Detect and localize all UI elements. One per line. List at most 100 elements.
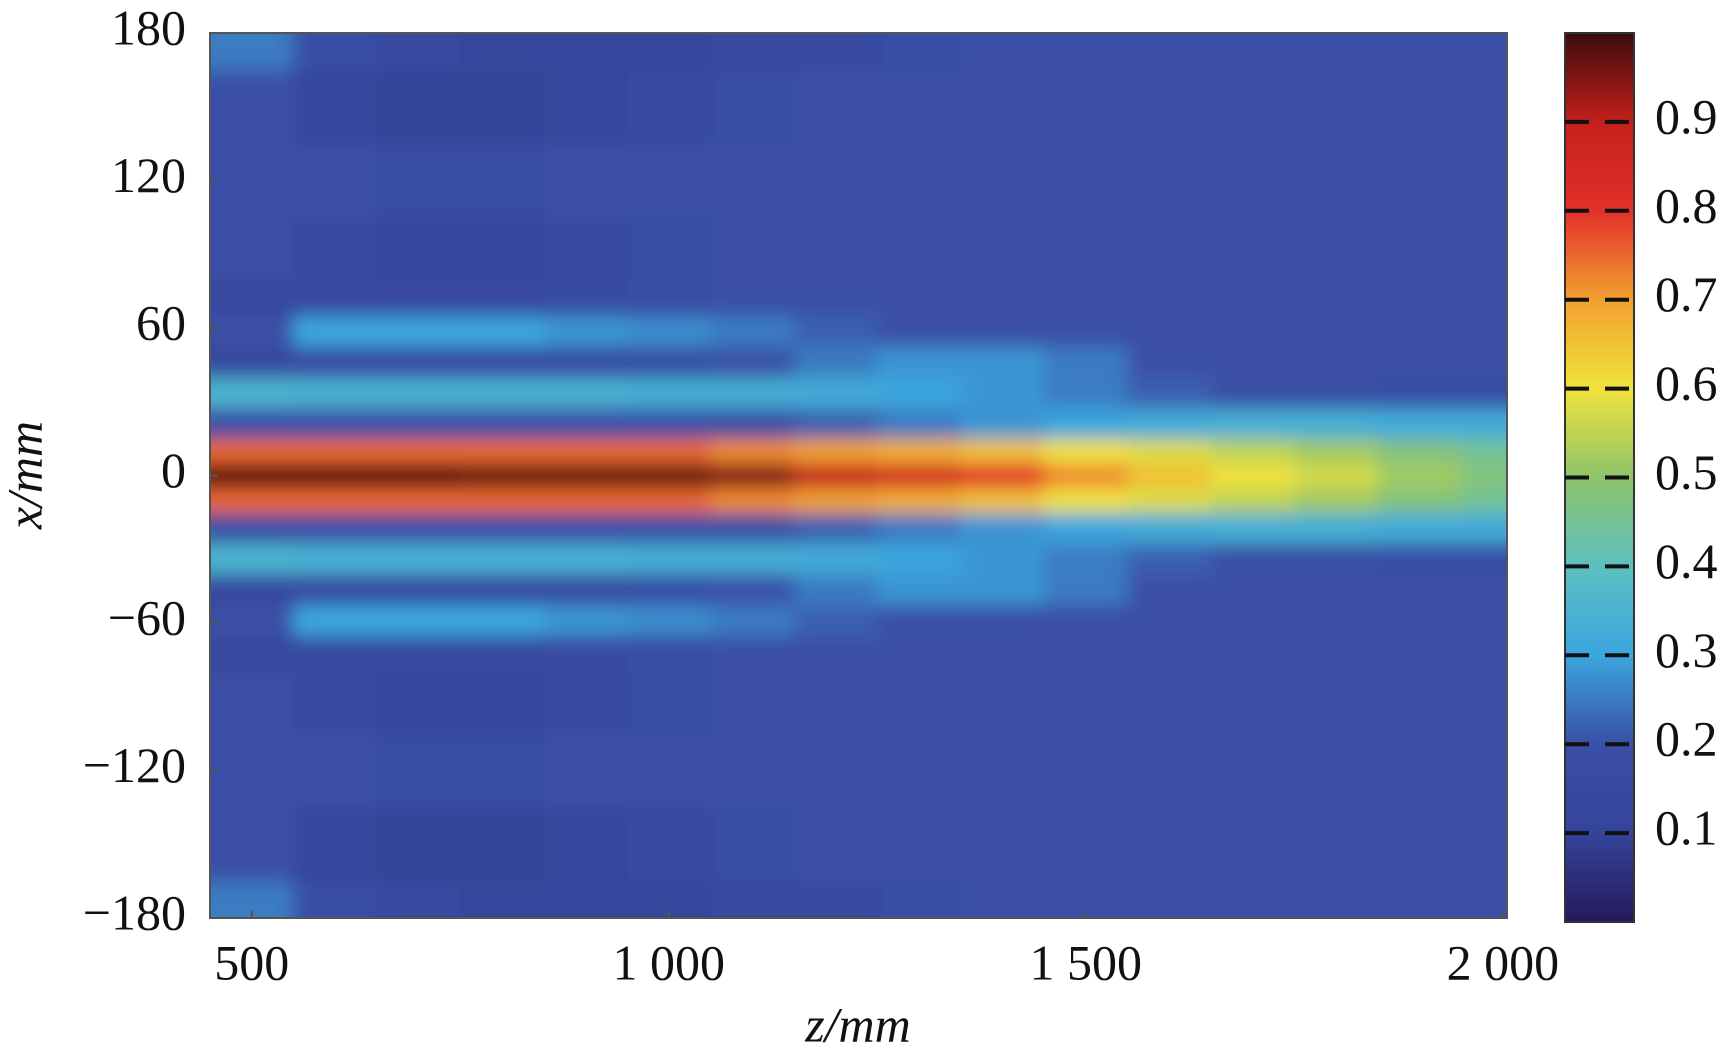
heatmap-cell — [376, 543, 461, 575]
heatmap-cell — [293, 573, 378, 606]
heatmap-cell — [1461, 217, 1507, 280]
heatmap-cell — [793, 278, 878, 317]
heatmap-cell — [376, 217, 461, 280]
heatmap-cell — [627, 672, 711, 735]
heatmap-cell — [543, 315, 628, 347]
heatmap-cell — [627, 346, 711, 378]
heatmap-cell — [376, 315, 461, 347]
heatmap-cell — [1377, 143, 1462, 218]
heatmap-cell — [793, 807, 878, 882]
heatmap-cell — [1294, 672, 1379, 735]
heatmap-cell — [543, 512, 628, 544]
heatmap-cell — [210, 487, 294, 513]
heatmap-cell — [1127, 407, 1212, 440]
heatmap-cell — [710, 733, 795, 808]
heatmap-cell — [627, 463, 711, 489]
heatmap-cell — [543, 672, 628, 735]
heatmap-cell — [1210, 733, 1295, 808]
heatmap-cell — [293, 278, 378, 317]
heatmap-cell — [1044, 438, 1128, 464]
heatmap-cell — [1461, 604, 1507, 636]
heatmap-cell — [877, 512, 962, 544]
y-tick-label: −180 — [83, 884, 186, 940]
heatmap-cell — [1294, 217, 1379, 280]
heatmap-cell — [293, 315, 378, 347]
heatmap-cell — [1210, 672, 1295, 735]
heatmap-cell — [877, 217, 962, 280]
heatmap-cell — [376, 463, 461, 489]
heatmap-cell — [1377, 346, 1462, 378]
heatmap-cell — [1210, 881, 1295, 918]
colorbar-tick-label: 0.9 — [1655, 88, 1718, 144]
heatmap-cell — [210, 635, 294, 673]
heatmap-cell — [793, 635, 878, 673]
heatmap-cell — [1210, 807, 1295, 882]
heatmap-cell — [376, 881, 461, 918]
heatmap-cell — [1377, 543, 1462, 575]
colorbar-tick-label: 0.1 — [1655, 800, 1718, 856]
heatmap-cell — [543, 69, 628, 145]
heatmap-cell — [543, 733, 628, 808]
x-axis-label: z/mm — [804, 996, 911, 1052]
heatmap-cell — [877, 69, 962, 145]
colorbar-tick-label: 0.6 — [1655, 355, 1718, 411]
heatmap-cell — [1210, 407, 1295, 440]
colorbar-tick-label: 0.5 — [1655, 444, 1718, 500]
heatmap-cell — [627, 604, 711, 636]
heatmap-cell — [793, 438, 878, 464]
heatmap-cell — [1127, 346, 1212, 378]
heatmap-cell — [627, 33, 711, 71]
heatmap-cell — [877, 278, 962, 317]
heatmap-cell — [1210, 604, 1295, 636]
heatmap-cell — [1044, 33, 1128, 71]
heatmap-cell — [1210, 512, 1295, 544]
heatmap-cell — [1044, 487, 1128, 513]
heatmap-cell — [960, 512, 1045, 544]
heatmap-cell — [877, 733, 962, 808]
heatmap-cell — [376, 346, 461, 378]
heatmap-cell — [210, 733, 294, 808]
heatmap-cell — [710, 377, 795, 409]
heatmap-cell — [877, 438, 962, 464]
heatmap-cell — [960, 573, 1045, 606]
heatmap-cell — [293, 543, 378, 575]
heatmap-cell — [960, 604, 1045, 636]
heatmap-cell — [793, 672, 878, 735]
heatmap-cell — [1127, 573, 1212, 606]
heatmap-cell — [627, 512, 711, 544]
heatmap-cell — [627, 635, 711, 673]
heatmap-cell — [376, 573, 461, 606]
heatmap-cell — [1210, 315, 1295, 347]
heatmap-cell — [1127, 463, 1212, 489]
heatmap-cell — [1294, 635, 1379, 673]
heatmap-cell — [1461, 377, 1507, 409]
heatmap-cell — [960, 807, 1045, 882]
heatmap-cell — [293, 635, 378, 673]
heatmap-cell — [1377, 573, 1462, 606]
heatmap-cell — [1210, 463, 1295, 489]
heatmap-cell — [877, 487, 962, 513]
heatmap-cell — [376, 33, 461, 71]
heatmap-cell — [210, 33, 294, 71]
heatmap-cell — [1377, 604, 1462, 636]
heatmap-cell — [460, 604, 545, 636]
heatmap-cell — [1377, 733, 1462, 808]
heatmap-cell — [1461, 672, 1507, 735]
heatmap-cell — [1044, 407, 1128, 440]
heatmap-cell — [210, 438, 294, 464]
heatmap-cell — [543, 543, 628, 575]
heatmap-cell — [1044, 672, 1128, 735]
heatmap-cell — [293, 143, 378, 218]
heatmap-cell — [543, 881, 628, 918]
x-tick-label: 1 000 — [612, 934, 725, 990]
heatmap-cell — [1127, 143, 1212, 218]
heatmap-cell — [1127, 377, 1212, 409]
heatmap-cell — [1461, 881, 1507, 918]
heatmap-cell — [1294, 733, 1379, 808]
heatmap-cell — [1294, 807, 1379, 882]
colorbar-tick-label: 0.7 — [1655, 266, 1718, 322]
heatmap-cell — [793, 33, 878, 71]
heatmap-cell — [460, 881, 545, 918]
heatmap-cell — [543, 604, 628, 636]
heatmap-cell — [877, 407, 962, 440]
